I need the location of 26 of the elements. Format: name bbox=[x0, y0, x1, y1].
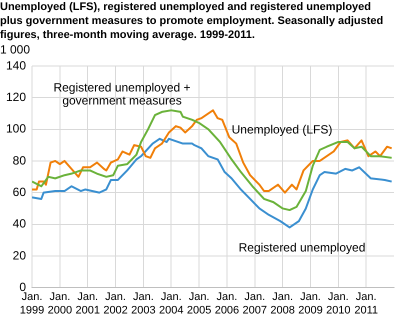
x-tick-label: Jan. 2006 bbox=[214, 291, 240, 316]
y-tick-label: 120 bbox=[6, 90, 26, 104]
x-tick-label: Jan. 2008 bbox=[270, 291, 295, 316]
y-tick-label: 60 bbox=[12, 184, 26, 199]
x-tick-label: Jan. 2009 bbox=[298, 291, 323, 316]
y-tick-label: 140 bbox=[6, 58, 26, 72]
x-tick-label: Jan. 1999 bbox=[20, 291, 44, 316]
y-tick-label: 100 bbox=[6, 122, 26, 136]
x-tick-label: Jan. 2002 bbox=[103, 291, 128, 316]
x-tick-label: Jan. 2001 bbox=[75, 291, 100, 316]
x-tick-label: Jan. 2007 bbox=[242, 291, 268, 316]
series-label: Unemployed (LFS) bbox=[232, 122, 332, 136]
y-tick-label: 20 bbox=[12, 248, 26, 262]
x-tick-label: Jan. 2010 bbox=[326, 291, 351, 316]
series-label: Registered unemployed + government measures bbox=[53, 80, 191, 108]
x-tick-label: Jan. 2000 bbox=[48, 291, 72, 316]
x-tick-label: Jan. 2003 bbox=[131, 291, 156, 316]
series-label: Registered unemployed bbox=[238, 240, 366, 254]
x-tick-label: Jan. 2011 bbox=[354, 291, 378, 316]
y-tick-label: 40 bbox=[12, 216, 26, 231]
chart-title: Unemployed (LFS), registered unemployed and registered unemployed plus government measures to promote employment. Seasonally adjusted figures, three-month moving average. 1999-2011. bbox=[0, 0, 384, 42]
x-tick-label: Jan. 2005 bbox=[186, 291, 212, 316]
x-tick-label: Jan. 2004 bbox=[159, 291, 184, 316]
y-axis-title: 1 000 bbox=[0, 42, 30, 56]
y-tick-label: 0 bbox=[19, 280, 26, 294]
y-tick-label: 80 bbox=[12, 153, 26, 168]
